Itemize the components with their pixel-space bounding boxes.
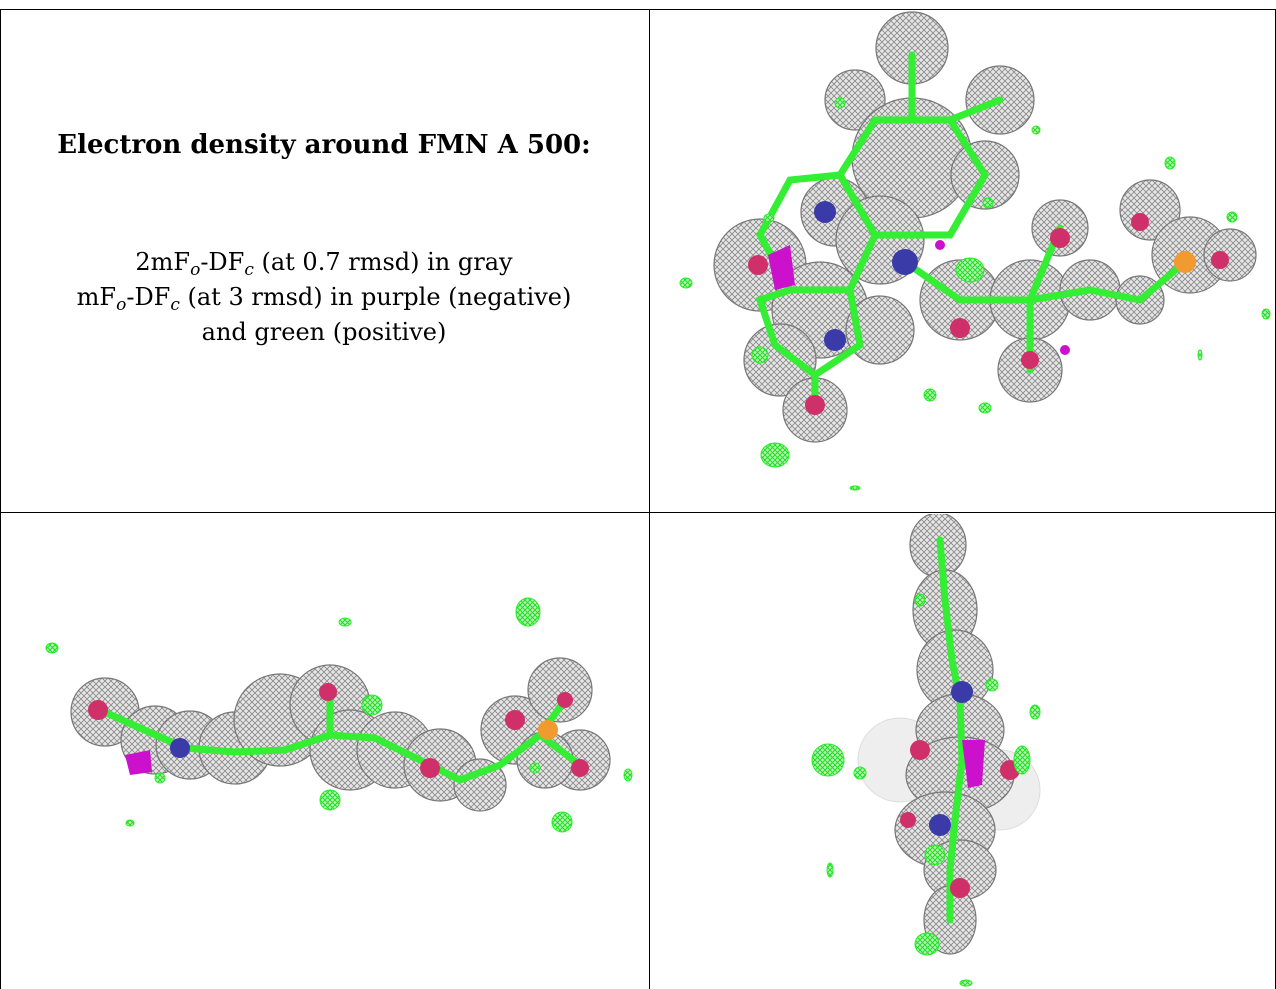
table-rule-middle bbox=[0, 512, 1276, 513]
caption-cell: Electron density around FMN A 500: 2mFo-… bbox=[0, 0, 649, 512]
flavin-mononucleotide-density-mesh-icon bbox=[811, 514, 1041, 987]
caption-line-1: 2mFo-DFc (at 0.7 rmsd) in gray bbox=[135, 248, 513, 280]
density-view-top bbox=[650, 10, 1276, 512]
caption-title: Electron density around FMN A 500: bbox=[57, 130, 591, 160]
table-rule-center bbox=[649, 9, 650, 989]
caption-line-2: mFo-DFc (at 3 rmsd) in purple (negative) bbox=[76, 283, 572, 315]
flavin-mononucleotide-density-mesh-icon bbox=[45, 597, 633, 833]
flavin-mononucleotide-density-mesh-icon bbox=[679, 11, 1271, 491]
table-rule-top bbox=[0, 9, 1276, 10]
table-rule-left bbox=[0, 9, 1, 989]
caption-line-3: and green (positive) bbox=[201, 318, 447, 346]
caption-body: 2mFo-DFc (at 0.7 rmsd) in gray mFo-DFc (… bbox=[0, 245, 648, 350]
density-view-side bbox=[0, 514, 649, 989]
density-view-end bbox=[650, 514, 1276, 989]
